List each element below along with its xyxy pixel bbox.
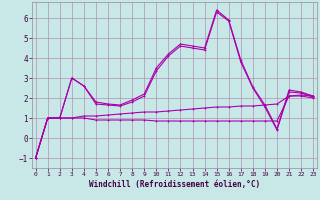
- X-axis label: Windchill (Refroidissement éolien,°C): Windchill (Refroidissement éolien,°C): [89, 180, 260, 189]
